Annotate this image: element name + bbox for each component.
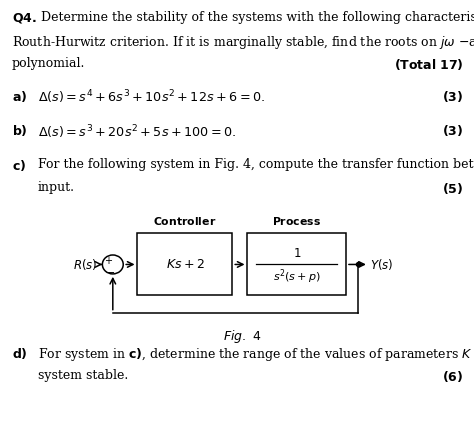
Text: $\mathbf{Q4.}$: $\mathbf{Q4.}$ <box>12 11 36 25</box>
Text: $-$: $-$ <box>105 266 116 276</box>
Text: $\mathbf{Controller}$: $\mathbf{Controller}$ <box>153 215 217 227</box>
Text: $+$: $+$ <box>103 255 113 266</box>
Text: $Ks+2$: $Ks+2$ <box>165 258 204 271</box>
Text: $\mathbf{b)}$: $\mathbf{b)}$ <box>12 123 27 138</box>
Text: For the following system in Fig. 4, compute the transfer function between the ou: For the following system in Fig. 4, comp… <box>38 158 474 171</box>
Text: Routh-Hurwitz criterion. If it is marginally stable, find the roots on $j\omega$: Routh-Hurwitz criterion. If it is margin… <box>12 34 474 51</box>
Text: $\mathit{Fig.\ 4}$: $\mathit{Fig.\ 4}$ <box>223 328 261 345</box>
Text: $\mathbf{c)}$: $\mathbf{c)}$ <box>12 158 26 173</box>
Text: $\mathbf{(3)}$: $\mathbf{(3)}$ <box>442 89 464 104</box>
Text: $R(s)$: $R(s)$ <box>73 257 98 272</box>
Bar <box>247 233 346 295</box>
Text: $\mathbf{d)}$: $\mathbf{d)}$ <box>12 346 27 361</box>
Text: polynomial.: polynomial. <box>12 57 85 70</box>
Text: $\mathbf{(5)}$: $\mathbf{(5)}$ <box>442 181 464 197</box>
Text: input.: input. <box>38 181 75 194</box>
Text: For system in $\mathbf{c)}$, determine the range of the values of parameters $K$: For system in $\mathbf{c)}$, determine t… <box>38 346 474 363</box>
Text: $\Delta(s) = s^3 + 20s^2 + 5s + 100 = 0.$: $\Delta(s) = s^3 + 20s^2 + 5s + 100 = 0.… <box>38 123 236 141</box>
Bar <box>137 233 232 295</box>
Text: $1$: $1$ <box>292 247 301 260</box>
Text: $\mathbf{Process}$: $\mathbf{Process}$ <box>272 215 321 227</box>
Text: $\mathbf{(3)}$: $\mathbf{(3)}$ <box>442 123 464 138</box>
Text: $\Delta(s) = s^4 + 6s^3 + 10s^2 + 12s + 6 = 0.$: $\Delta(s) = s^4 + 6s^3 + 10s^2 + 12s + … <box>38 89 265 106</box>
Text: $\mathbf{(6)}$: $\mathbf{(6)}$ <box>442 369 464 384</box>
Text: $Y(s)$: $Y(s)$ <box>370 257 393 272</box>
Text: system stable.: system stable. <box>38 369 128 382</box>
Text: $s^2(s+p)$: $s^2(s+p)$ <box>273 267 320 286</box>
Text: Determine the stability of the systems with the following characteristic equatio: Determine the stability of the systems w… <box>41 11 474 24</box>
Text: $\mathbf{a)}$: $\mathbf{a)}$ <box>12 89 27 104</box>
Text: $\mathbf{(Total\ 17)}$: $\mathbf{(Total\ 17)}$ <box>394 57 464 72</box>
